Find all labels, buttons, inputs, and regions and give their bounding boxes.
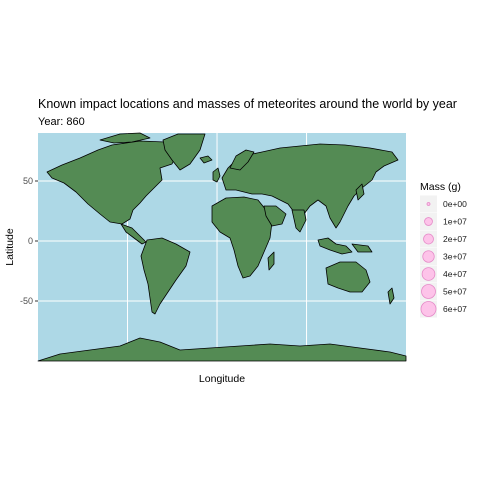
map-panel <box>37 132 407 362</box>
y-tick-label: 0 <box>28 236 33 246</box>
legend-symbol <box>426 202 431 206</box>
legend-title: Mass (g) <box>420 181 461 193</box>
legend-symbol <box>421 284 436 299</box>
land-india <box>291 209 307 233</box>
land-japan <box>355 183 365 201</box>
legend-symbol <box>421 267 436 281</box>
legend-symbol <box>423 233 434 245</box>
land-greenland <box>162 133 206 171</box>
land-north-america <box>46 140 179 225</box>
land-scandinavia <box>229 149 255 171</box>
legend-label: 2e+07 <box>443 234 467 244</box>
land-south-america <box>140 237 191 315</box>
land-arctic-canada <box>99 132 151 144</box>
y-axis-title: Latitude <box>4 228 16 266</box>
y-tick-label: 50 <box>23 176 33 186</box>
chart-subtitle: Year: 860 <box>38 116 85 128</box>
legend-label: 3e+07 <box>443 252 467 262</box>
land-madagascar <box>267 251 275 271</box>
y-tick-label: -50 <box>20 296 33 306</box>
legend-label: 5e+07 <box>443 287 467 297</box>
legend-label: 4e+07 <box>443 269 467 279</box>
legend-symbol <box>420 301 437 317</box>
land-eurasia <box>221 143 399 229</box>
legend-label: 6e+07 <box>443 304 467 314</box>
chart-title: Known impact locations and masses of met… <box>38 97 457 111</box>
land-africa <box>211 196 273 279</box>
land-arabia <box>263 205 287 227</box>
y-axis: 50 0 -50 <box>20 176 38 306</box>
land-masses <box>37 132 407 362</box>
legend-label: 0e+00 <box>443 199 467 209</box>
land-new-guinea <box>351 243 373 253</box>
x-axis-title: Longitude <box>199 373 245 385</box>
legend-label: 1e+07 <box>443 217 467 227</box>
land-iceland <box>199 155 213 164</box>
land-central-america <box>120 223 147 245</box>
legend: Mass (g) 0e+00 1e+07 2e+07 3e+07 4e+07 5e+07 6… <box>420 181 467 318</box>
legend-symbol <box>422 250 435 263</box>
land-indonesia <box>317 237 353 255</box>
land-new-zealand <box>387 287 395 305</box>
land-british-isles <box>212 167 221 183</box>
land-australia <box>325 261 371 293</box>
legend-symbol <box>424 217 433 226</box>
land-antarctica <box>37 337 407 362</box>
